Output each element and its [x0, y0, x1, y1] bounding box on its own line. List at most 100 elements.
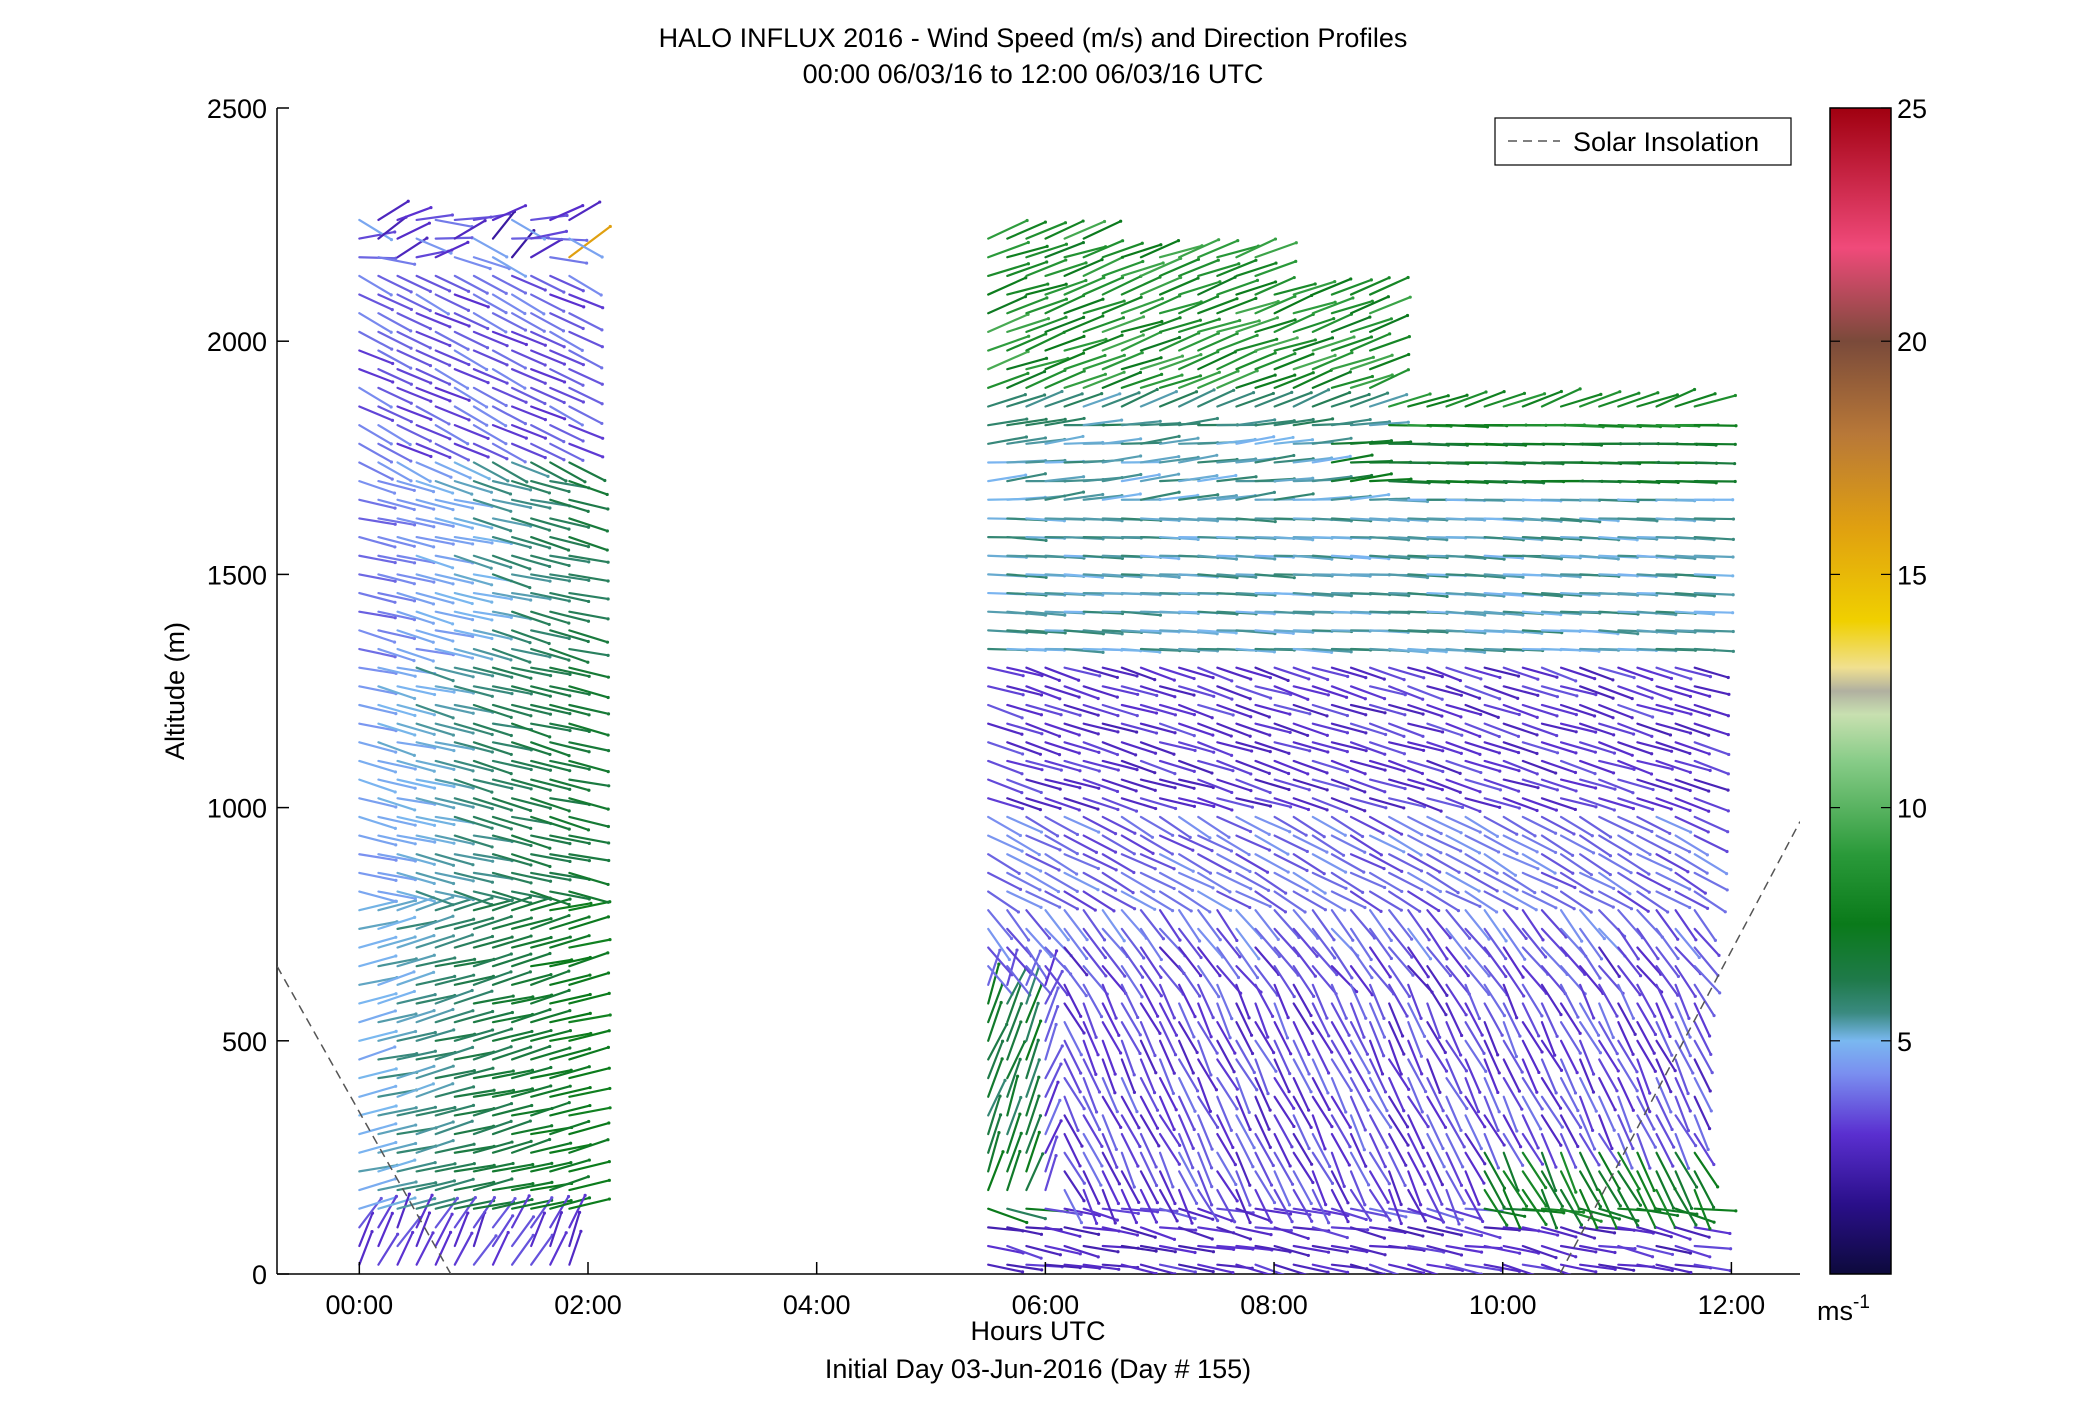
wind-barb-tip — [1134, 753, 1138, 757]
wind-barb — [568, 480, 609, 496]
wind-barb-tip — [1116, 714, 1120, 718]
wind-barb — [396, 424, 432, 443]
wind-barb-tip — [586, 639, 590, 644]
wind-barb — [1388, 983, 1409, 1018]
wind-barb-tip — [1286, 678, 1290, 683]
wind-barb-tip — [1055, 1135, 1059, 1139]
wind-barb — [1368, 871, 1403, 893]
wind-barb — [1139, 374, 1184, 389]
wind-barb-tip — [1058, 787, 1062, 791]
wind-barb-tip — [1440, 788, 1444, 792]
wind-barb-tip — [1437, 908, 1441, 913]
wind-barb-tip — [1515, 906, 1519, 911]
wind-barb — [1101, 242, 1144, 259]
wind-barb — [1063, 722, 1100, 735]
wind-barb-tip — [1540, 1162, 1545, 1166]
wind-barb-tip — [1191, 1146, 1195, 1150]
wind-barb — [377, 461, 413, 482]
wind-barb-tip — [1612, 733, 1616, 737]
wind-barb-tip — [1421, 1146, 1425, 1150]
wind-barb-tip — [1578, 1125, 1583, 1129]
wind-barb — [1120, 1039, 1136, 1076]
wind-barb-tip — [1060, 969, 1064, 974]
wind-barb — [1044, 219, 1085, 240]
wind-barb — [1235, 338, 1278, 352]
wind-barb — [1082, 1151, 1102, 1187]
wind-barb — [377, 424, 412, 446]
wind-barb-tip — [389, 405, 393, 409]
wind-barb — [1178, 1244, 1215, 1253]
wind-barb-tip — [1038, 869, 1043, 873]
wind-barb-tip — [1544, 1222, 1548, 1227]
wind-barb-tip — [1104, 337, 1108, 341]
wind-barb-tip — [1307, 1052, 1311, 1057]
wind-barb-tip — [1349, 1088, 1353, 1093]
wind-barb-tip — [549, 1084, 553, 1088]
wind-barb — [491, 916, 533, 930]
wind-barb-tip — [606, 617, 610, 621]
wind-barb-tip — [1573, 770, 1578, 775]
wind-barb — [358, 1212, 374, 1248]
wind-barb — [1101, 741, 1137, 756]
wind-barb — [1178, 259, 1220, 278]
wind-barb — [1101, 759, 1139, 771]
wind-barb — [1445, 666, 1482, 680]
wind-barb — [1617, 1226, 1655, 1235]
wind-barb-tip — [1139, 454, 1143, 458]
wind-barb — [1254, 927, 1281, 958]
wind-barb-tip — [607, 1197, 611, 1201]
wind-barb — [1407, 853, 1441, 874]
wind-barb — [1426, 394, 1469, 408]
wind-barb — [1349, 722, 1387, 736]
wind-barb-tip — [588, 1085, 592, 1090]
wind-barb-tip — [432, 769, 436, 773]
wind-barb-tip — [1234, 473, 1238, 478]
wind-barb-tip — [1231, 769, 1235, 773]
wind-barb — [472, 797, 513, 812]
wind-barb-tip — [1364, 1016, 1368, 1020]
wind-barb — [549, 293, 585, 308]
wind-barb-tip — [1248, 1183, 1252, 1187]
wind-barb — [1445, 741, 1482, 756]
wind-barb-tip — [1611, 696, 1615, 700]
wind-barb — [1235, 351, 1277, 371]
wind-barb — [1025, 741, 1061, 756]
wind-barb — [1235, 373, 1277, 389]
wind-barb — [1407, 815, 1443, 835]
wind-barb-tip — [1516, 696, 1520, 700]
wind-barb — [530, 424, 565, 443]
wind-barb-tip — [547, 528, 552, 532]
wind-barb — [1521, 722, 1558, 737]
wind-barb-tip — [432, 934, 436, 938]
wind-barb — [1063, 1114, 1084, 1148]
wind-barb-tip — [562, 400, 566, 405]
wind-barb — [1540, 703, 1578, 716]
wind-barb — [568, 424, 604, 440]
wind-barb — [415, 722, 455, 737]
wind-barb — [453, 386, 488, 409]
wind-barb-tip — [1115, 675, 1119, 680]
wind-barb — [1483, 1095, 1500, 1132]
wind-barb — [1025, 1131, 1041, 1173]
wind-barb-tip — [431, 602, 436, 606]
wind-barb-tip — [1270, 1014, 1275, 1018]
wind-barb-tip — [1141, 333, 1145, 337]
wind-barb — [1483, 591, 1524, 597]
wind-barb-tip — [1038, 949, 1042, 953]
wind-barb — [453, 1145, 496, 1154]
wind-barb-tip — [1081, 219, 1085, 223]
wind-barb-tip — [1592, 714, 1597, 718]
wind-barb-tip — [1611, 678, 1615, 682]
wind-barb — [530, 573, 571, 582]
wind-barb-tip — [1515, 832, 1519, 836]
wind-barb-tip — [433, 840, 437, 844]
wind-barb — [1445, 909, 1471, 940]
wind-barb-tip — [1515, 851, 1519, 855]
wind-barb-tip — [1231, 713, 1235, 717]
wind-barb — [491, 741, 533, 751]
wind-barb — [1311, 685, 1348, 699]
wind-barb — [1330, 474, 1373, 483]
wind-barb-tip — [1307, 677, 1311, 681]
wind-barb-tip — [1646, 909, 1650, 913]
wind-barb-tip — [393, 522, 397, 526]
